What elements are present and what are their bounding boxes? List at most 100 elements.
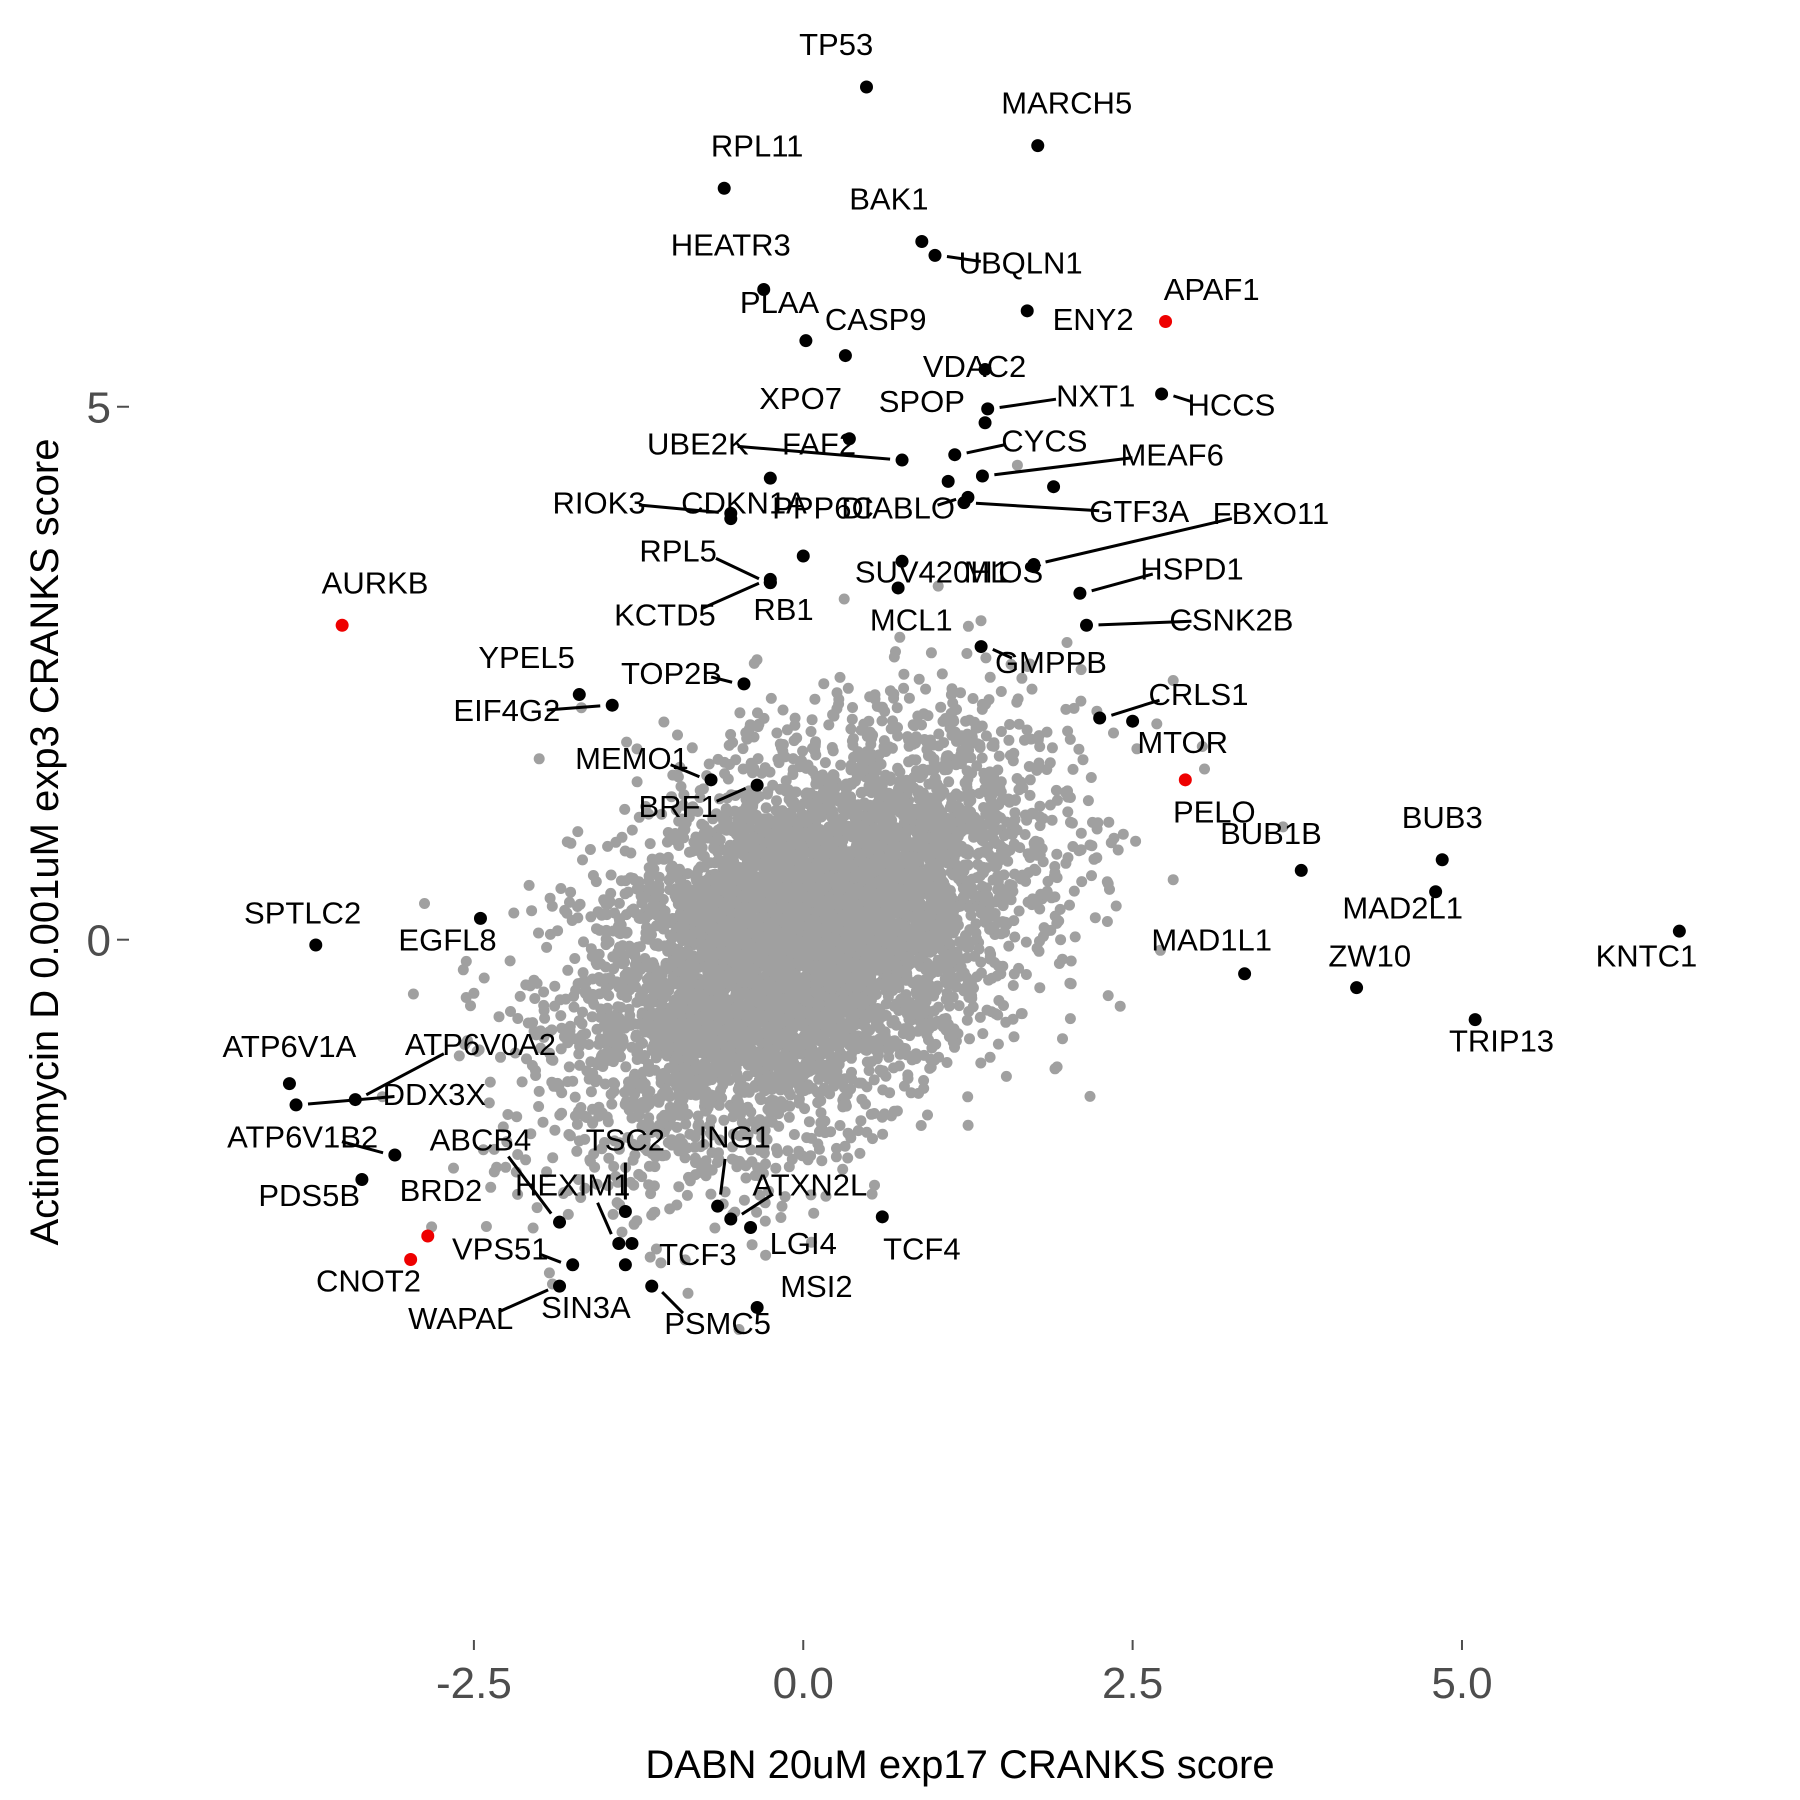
background-point [658,716,670,728]
background-point [902,999,914,1011]
background-point [569,1091,581,1103]
background-point [673,815,685,827]
background-point [932,580,944,592]
background-point [746,1239,758,1251]
background-point [1075,695,1087,707]
background-point [972,858,984,870]
background-point [941,764,953,775]
background-point [721,816,733,828]
background-point [520,979,532,991]
background-point [926,967,938,979]
background-point [608,963,620,975]
background-point [980,652,992,664]
background-point [922,909,934,921]
background-point [782,1080,794,1092]
background-point [613,1143,625,1155]
background-point [647,1021,659,1032]
background-point [625,847,637,859]
background-point [921,1004,933,1016]
background-point [971,872,983,884]
background-point [1067,763,1079,775]
background-point [655,1257,667,1269]
background-point [802,759,814,771]
background-point [1085,772,1097,783]
background-point [915,1120,927,1131]
background-point [527,1222,539,1234]
background-point [738,1194,750,1206]
background-point [627,1138,639,1150]
background-point [1062,852,1074,864]
background-point [571,1118,583,1130]
background-point [846,735,858,747]
background-point [681,1189,693,1201]
background-point [739,789,751,801]
background-point [868,1074,880,1086]
background-point [1089,912,1101,924]
background-point [1041,726,1053,738]
background-point [885,723,897,735]
background-point [912,710,924,722]
background-point [555,883,567,894]
background-point [1076,876,1088,888]
background-point [407,988,419,1000]
background-point [771,727,783,739]
background-point [1154,944,1166,956]
background-point [1068,885,1080,897]
background-point [740,1160,752,1172]
background-point [1196,741,1208,752]
background-point [913,673,925,685]
background-point [745,757,757,769]
background-point [672,729,683,741]
background-point [1114,1000,1126,1012]
background-point [569,1110,581,1122]
background-point [572,826,584,838]
background-point [1046,814,1058,826]
background-point [940,993,952,1005]
background-point [741,733,753,745]
background-point [775,1212,787,1223]
background-point [523,879,535,891]
background-point [860,1098,871,1110]
background-point [637,1037,648,1049]
background-point [500,1161,512,1173]
background-point [488,1143,500,1155]
background-point [652,1093,664,1105]
background-point [1062,806,1074,818]
background-point [928,756,940,768]
background-point [709,1222,721,1234]
background-point [759,762,771,774]
background-point [1016,672,1028,684]
background-point [1277,821,1289,833]
background-point [1020,936,1032,948]
background-point [918,1075,930,1086]
background-point [1034,800,1046,812]
background-point [993,750,1005,762]
background-point [783,1161,795,1173]
background-point [1073,743,1085,755]
background-point [590,1076,601,1088]
background-point [806,1236,817,1248]
background-point [460,955,472,967]
background-point [546,900,558,912]
background-point [1054,903,1066,915]
background-point [639,1050,651,1061]
background-point [980,698,991,710]
background-point [770,816,781,828]
background-point [1131,743,1143,755]
background-point [1102,990,1114,1002]
background-point [686,742,698,754]
background-point [512,1149,524,1160]
background-point [995,726,1007,737]
background-point [920,683,932,695]
background-point [678,789,690,801]
background-point [616,831,628,843]
background-point [834,671,846,683]
background-point [978,802,990,813]
background-point [1051,872,1063,884]
background-point [1053,958,1065,969]
background-point [541,941,553,953]
background-point [806,714,818,726]
background-point [1060,703,1072,715]
background-point [988,957,1000,968]
